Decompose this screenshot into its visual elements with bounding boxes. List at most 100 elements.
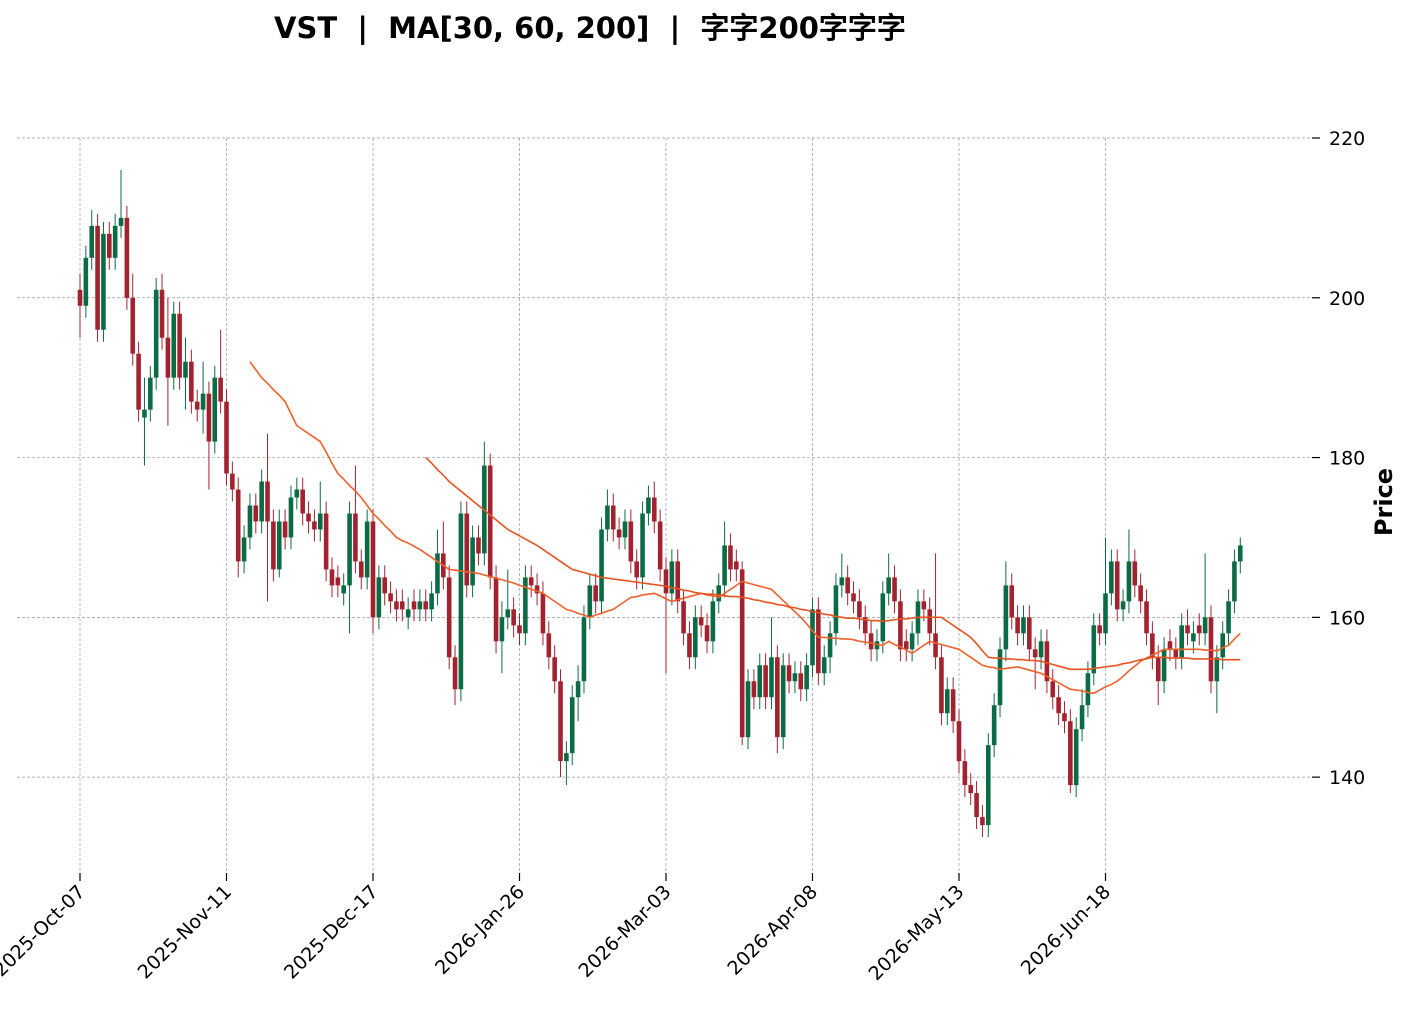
candle-body: [710, 601, 716, 642]
candle-body: [1021, 617, 1026, 634]
candle-body: [903, 641, 909, 650]
candle-body: [886, 577, 891, 594]
candle-body: [810, 609, 815, 666]
candle-body: [130, 297, 136, 354]
candle-body: [786, 665, 792, 682]
candle-body: [364, 521, 370, 578]
candle-body: [534, 585, 540, 594]
candle-body: [1144, 601, 1149, 634]
x-tick-label: 2025-Dec-17: [280, 881, 383, 984]
candle-body: [1232, 561, 1237, 602]
candle-body: [909, 633, 915, 650]
candle-body: [224, 401, 229, 474]
candle-body: [200, 393, 206, 410]
candle-body: [1015, 617, 1020, 634]
candle-body: [259, 481, 264, 522]
candle-body: [347, 513, 352, 586]
candle-body: [1073, 729, 1079, 786]
candle-body: [517, 625, 522, 634]
candle-body: [1085, 673, 1091, 706]
candle-body: [487, 465, 493, 578]
candle-body: [148, 377, 153, 410]
candle-body: [880, 593, 886, 642]
candle-body: [728, 545, 733, 570]
candle-body: [452, 657, 458, 690]
candle-body: [845, 577, 850, 594]
candle-body: [739, 569, 745, 738]
candle-body: [1068, 721, 1073, 786]
chart-title: VST | MA[30, 60, 200] | 字字200字字字: [274, 11, 906, 45]
candle-body: [505, 609, 511, 618]
y-tick-label: 160: [1329, 607, 1365, 629]
candle-body: [640, 513, 645, 578]
candle-body: [294, 489, 300, 498]
candle-body: [851, 593, 856, 602]
candle-body: [171, 313, 177, 378]
candle-body: [253, 505, 259, 522]
candle-body: [189, 361, 194, 402]
candle-body: [816, 609, 821, 674]
candle-body: [165, 337, 171, 378]
candle-body: [1091, 625, 1097, 674]
candle-body: [317, 513, 323, 530]
candle-body: [1138, 585, 1143, 602]
candle-body: [423, 601, 429, 610]
y-tick-label: 200: [1329, 288, 1365, 310]
candle-body: [300, 489, 305, 514]
candle-body: [118, 217, 124, 226]
y-axis-label: Price: [1370, 468, 1398, 536]
candle-body: [921, 601, 927, 610]
moving-average-line: [425, 456, 1241, 671]
candle-body: [933, 633, 938, 658]
candle-body: [1226, 601, 1231, 634]
candle-body: [1185, 625, 1190, 634]
candle-body: [394, 601, 399, 610]
x-tick-label: 2026-May-13: [864, 881, 968, 985]
candle-body: [446, 577, 452, 658]
candle-body: [974, 793, 979, 818]
candle-body: [956, 721, 962, 762]
candle-body: [382, 577, 388, 594]
candle-body: [980, 817, 985, 826]
candle-body: [1044, 641, 1050, 682]
candle-body: [1191, 633, 1196, 642]
candle-body: [745, 681, 751, 738]
candle-body: [388, 593, 393, 602]
candle-body: [136, 353, 141, 410]
candle-body: [493, 577, 499, 642]
candle-body: [944, 689, 950, 714]
candle-body: [610, 505, 616, 530]
candle-body: [651, 497, 657, 522]
candle-body: [669, 561, 675, 594]
candle-body: [1038, 641, 1044, 658]
candle-body: [757, 665, 763, 698]
candle-body: [107, 233, 112, 258]
candle-body: [206, 393, 212, 442]
candle-body: [511, 609, 516, 626]
candle-body: [218, 377, 223, 402]
candle-body: [991, 705, 997, 746]
candle-body: [1179, 625, 1184, 658]
candle-body: [329, 569, 335, 586]
candle-body: [358, 561, 364, 578]
candle-body: [212, 377, 218, 442]
candle-body: [962, 761, 968, 786]
candle-body: [862, 617, 868, 634]
candle-body: [112, 225, 118, 258]
candle-body: [939, 657, 944, 714]
candle-body: [1062, 713, 1067, 722]
candle-body: [1109, 561, 1114, 594]
candle-body: [857, 601, 862, 618]
y-tick-label: 140: [1329, 767, 1365, 789]
candle-body: [1079, 705, 1085, 730]
candle-body: [558, 681, 563, 762]
candle-body: [1126, 561, 1132, 602]
moving-average-line: [249, 361, 1241, 695]
x-tick-label: 2025-Oct-07: [0, 881, 90, 981]
candle-body: [892, 577, 897, 602]
candle-body: [546, 633, 552, 658]
candle-body: [1050, 681, 1056, 698]
candle-body: [159, 289, 165, 338]
